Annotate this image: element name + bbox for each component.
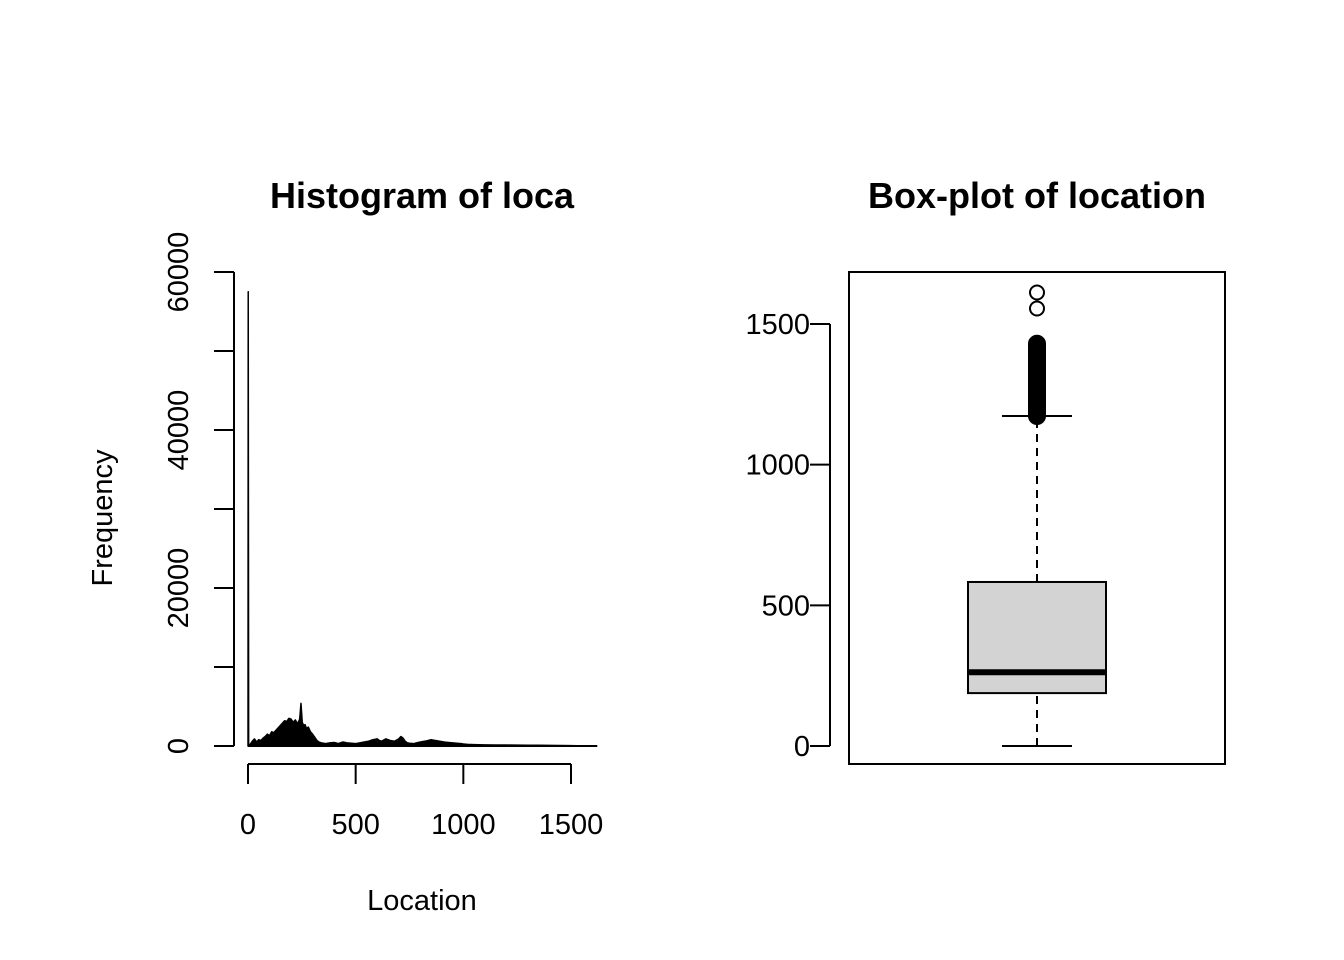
- histogram-panel: Histogram of loca 0 20000 40000 60000 0 500 1…: [87, 175, 603, 917]
- boxplot-box: [967, 580, 1107, 695]
- boxplot-panel: Box-plot of location 0 500 1000 1500: [745, 175, 1226, 765]
- boxplot-frame: [848, 271, 1226, 765]
- histogram-x-tick-label: 1000: [431, 809, 496, 841]
- histogram-x-tick-label: 500: [331, 809, 379, 841]
- boxplot-marks: [967, 284, 1107, 747]
- histogram-y-tick-label: 20000: [163, 548, 195, 629]
- histogram-y-tick-label: 60000: [163, 232, 195, 313]
- boxplot-y-tick-label: 0: [794, 731, 810, 763]
- boxplot-y-tick-label: 1500: [745, 309, 810, 341]
- histogram-x-axis: 0 500 1000 1500: [240, 763, 604, 841]
- histogram-title: Histogram of loca: [270, 175, 575, 216]
- boxplot-y-tick-label: 1000: [745, 450, 810, 482]
- boxplot-y-tick-label: 500: [762, 590, 810, 622]
- histogram-x-axis-label: Location: [367, 885, 477, 917]
- histogram-x-tick-label: 0: [240, 809, 256, 841]
- boxplot-outlier: [1029, 284, 1045, 301]
- histogram-marks: [247, 291, 598, 747]
- histogram-y-tick-label: 40000: [163, 390, 195, 471]
- histogram-y-axis: 0 20000 40000 60000: [163, 232, 235, 754]
- boxplot-outlier: [1029, 300, 1045, 317]
- boxplot-outlier-cluster: [1028, 334, 1046, 425]
- histogram-y-axis-label: Frequency: [87, 449, 119, 587]
- histogram-area: [247, 291, 598, 747]
- boxplot-y-axis: 0 500 1000 1500: [745, 309, 831, 763]
- histogram-x-tick-label: 1500: [539, 809, 604, 841]
- histogram-y-tick-label: 0: [163, 738, 195, 754]
- boxplot-title: Box-plot of location: [868, 175, 1206, 216]
